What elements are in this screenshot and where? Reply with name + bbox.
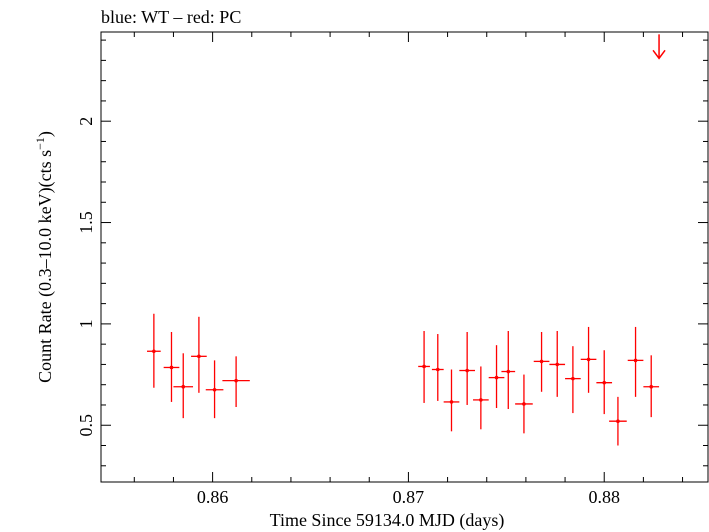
data-point	[501, 330, 516, 410]
point-marker	[152, 349, 156, 354]
data-point	[565, 346, 581, 414]
point-marker	[522, 402, 526, 406]
point-marker	[494, 375, 499, 380]
x-tick-label: 0.87	[393, 487, 425, 507]
y-tick-label: 0.5	[76, 414, 96, 437]
x-axis-label: Time Since 59134.0 MJD (days)	[270, 510, 505, 531]
point-marker	[539, 359, 544, 364]
data-point	[459, 332, 475, 405]
y-axis-label: Count Rate (0.3–10.0 keV)(cts s−1)	[33, 131, 56, 383]
data-point	[609, 396, 627, 446]
point-marker	[465, 368, 469, 373]
point-marker	[422, 364, 426, 369]
point-marker	[506, 369, 511, 374]
point-marker	[212, 387, 217, 392]
data-point	[473, 366, 489, 430]
upper-limit-arrow	[652, 34, 666, 60]
x-tick-label: 0.88	[588, 487, 620, 507]
point-marker	[633, 358, 638, 363]
plot-frame	[100, 31, 709, 483]
data-point	[627, 326, 644, 397]
point-marker	[234, 378, 238, 383]
point-marker	[169, 365, 174, 370]
y-axis-label-close: )	[35, 131, 56, 137]
y-tick-label: 2	[76, 117, 96, 126]
x-tick-label: 0.86	[197, 487, 229, 507]
data-point	[515, 374, 533, 434]
chart-title: blue: WT – red: PC	[101, 7, 241, 27]
data-point	[173, 353, 194, 419]
point-marker	[555, 362, 560, 367]
data-point	[431, 334, 444, 401]
point-marker	[479, 398, 483, 402]
data-point	[580, 326, 597, 393]
data-points	[147, 34, 666, 446]
data-point	[147, 313, 161, 388]
point-marker	[616, 419, 620, 423]
point-marker	[449, 400, 454, 404]
data-point	[549, 330, 566, 397]
point-marker	[649, 384, 654, 389]
data-point	[488, 345, 505, 409]
data-point	[643, 355, 660, 418]
axis-ticks	[101, 32, 708, 482]
y-tick-label: 1	[76, 319, 96, 328]
point-marker	[602, 380, 607, 385]
data-point	[596, 350, 613, 415]
y-axis-label-main: Count Rate (0.3–10.0 keV)(cts s	[35, 150, 56, 383]
y-axis-label-exponent: −1	[33, 137, 47, 150]
data-point	[533, 332, 550, 392]
y-tick-label: 1.5	[76, 211, 96, 234]
data-point	[205, 360, 224, 419]
data-point	[418, 330, 430, 403]
point-marker	[435, 367, 440, 372]
point-marker	[586, 357, 591, 362]
point-marker	[571, 376, 575, 381]
point-marker	[181, 384, 186, 389]
data-point	[222, 356, 250, 407]
data-point	[191, 316, 207, 393]
data-point	[443, 369, 460, 432]
axis-tick-labels: 0.86 0.87 0.88 0.5 1 1.5 2	[76, 117, 620, 507]
data-point	[163, 332, 180, 402]
point-marker	[197, 354, 201, 359]
